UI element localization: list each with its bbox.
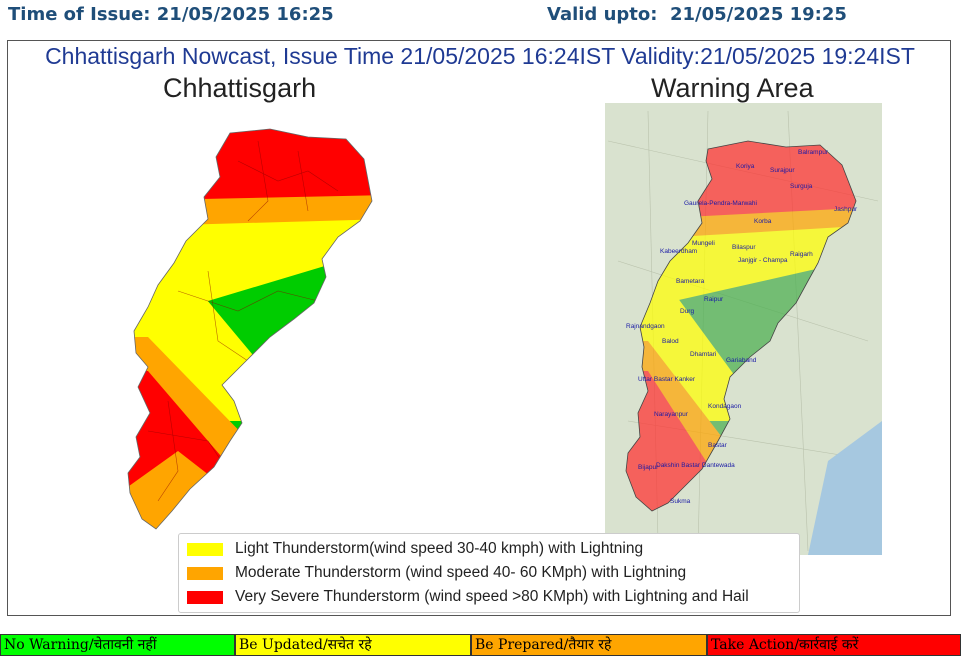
left-map-title: Chhattisgarh	[163, 73, 317, 103]
district-label: Gaurela-Pendra-Marwahi	[684, 200, 757, 207]
legend-item-moderate: Moderate Thunderstorm (wind speed 40- 60…	[187, 562, 686, 584]
district-label: Raigarh	[790, 251, 813, 258]
district-label: Bastar	[708, 442, 728, 449]
district-label: Bilaspur	[732, 244, 756, 251]
issue-time-line: Time of Issue: 21/05/2025 16:25	[8, 4, 334, 25]
district-label: Kabeerdham	[660, 248, 697, 255]
district-label: Balod	[662, 338, 679, 345]
valid-upto-line: Valid upto: 21/05/2025 19:25	[547, 4, 847, 25]
district-label: Janjgir - Champa	[738, 257, 788, 264]
category-take-action: Take Action/कार्रवाई करें	[707, 634, 961, 656]
legend-swatch	[187, 590, 223, 604]
valid-time: 21/05/2025 19:25	[670, 4, 847, 25]
district-label: Kondagaon	[708, 403, 742, 410]
district-label: Dhamtari	[690, 351, 716, 358]
district-label: Surajpur	[770, 167, 795, 174]
district-label: Uttar Bastar Kanker	[638, 376, 696, 383]
legend-item-severe: Very Severe Thunderstorm (wind speed >80…	[187, 586, 749, 608]
district-label: Narayanpur	[654, 411, 689, 418]
warning-state-boundary	[625, 140, 857, 512]
district-label: Mungeli	[692, 240, 715, 247]
legend-item-light: Light Thunderstorm(wind speed 30-40 kmph…	[187, 538, 643, 560]
nowcast-title: Chhattisgarh Nowcast, Issue Time 21/05/2…	[45, 43, 915, 69]
district-label: Bametara	[676, 278, 705, 285]
district-label: Koriya	[736, 163, 755, 170]
district-label: Gariaband	[726, 357, 757, 364]
district-label: Jashpur	[834, 206, 858, 213]
chhattisgarh-warning-map	[128, 129, 372, 529]
state-boundary	[127, 128, 373, 530]
warning-category-bar: No Warning/चेतावनी नहीं Be Updated/सचेत …	[0, 634, 961, 656]
district-label: Balrampur	[798, 149, 829, 156]
district-label: Dakshin Bastar Dantewada	[656, 462, 735, 469]
issue-time: 21/05/2025 16:25	[156, 4, 334, 25]
valid-label: Valid upto:	[547, 4, 658, 25]
issue-label: Time of Issue:	[8, 4, 151, 25]
map-legend: Light Thunderstorm(wind speed 30-40 kmph…	[178, 533, 800, 613]
legend-swatch	[187, 566, 223, 580]
legend-label: Very Severe Thunderstorm (wind speed >80…	[235, 588, 749, 605]
district-label: Surguja	[790, 183, 813, 190]
right-map-title: Warning Area	[651, 73, 814, 103]
district-label: Durg	[680, 308, 694, 315]
category-be-prepared: Be Prepared/तैयार रहे	[471, 634, 707, 656]
district-label: Bijapur	[638, 464, 659, 471]
legend-label: Moderate Thunderstorm (wind speed 40- 60…	[235, 564, 687, 581]
maps-canvas: Balrampur Koriya Surajpur Surguja Jashpu…	[127, 103, 882, 555]
district-label: Korba	[754, 218, 772, 225]
category-no-warning: No Warning/चेतावनी नहीं	[0, 634, 235, 656]
district-label: Raipur	[704, 296, 724, 303]
district-label: Rajnandgaon	[626, 323, 665, 330]
nowcast-panel: Chhattisgarh Nowcast, Issue Time 21/05/2…	[7, 40, 951, 616]
legend-label: Light Thunderstorm(wind speed 30-40 kmph…	[235, 540, 644, 557]
category-be-updated: Be Updated/सचेत रहे	[235, 634, 471, 656]
sea-area	[808, 421, 882, 555]
legend-swatch	[187, 542, 223, 556]
district-label: Sukma	[670, 498, 691, 505]
